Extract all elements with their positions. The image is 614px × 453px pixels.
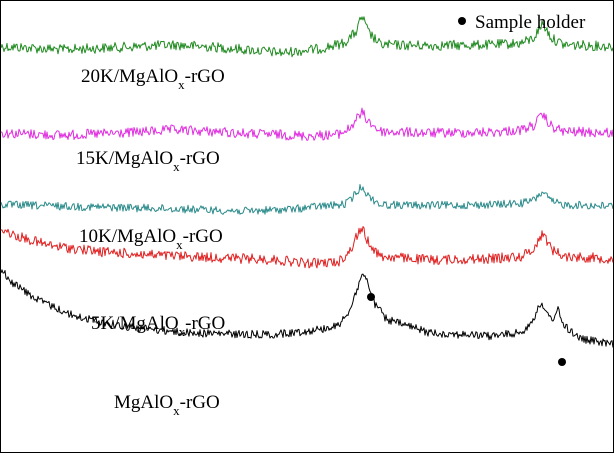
legend-text: Sample holder <box>475 12 586 33</box>
series-label-0: 20K/MgAlOx-rGO <box>81 66 225 92</box>
sample-holder-marker-0 <box>367 293 375 301</box>
series-trace-3 <box>1 226 613 269</box>
series-trace-2 <box>1 184 613 215</box>
trace-group <box>1 16 613 348</box>
marker-group <box>367 293 566 366</box>
series-label-3: 5K/MgAlOx-rGO <box>91 313 225 339</box>
legend-marker-icon <box>458 17 466 25</box>
series-trace-4 <box>1 269 613 348</box>
series-label-1: 15K/MgAlOx-rGO <box>76 148 220 174</box>
label-group: 20K/MgAlOx-rGO 15K/MgAlOx-rGO 10K/MgAlOx-r… <box>76 66 225 418</box>
series-label-4: MgAlOx-rGO <box>114 392 220 418</box>
legend: Sample holder <box>458 12 586 33</box>
series-trace-1 <box>1 107 613 141</box>
series-trace-0 <box>1 16 613 58</box>
series-label-2: 10K/MgAlOx-rGO <box>79 226 223 252</box>
sample-holder-marker-1 <box>558 358 566 366</box>
